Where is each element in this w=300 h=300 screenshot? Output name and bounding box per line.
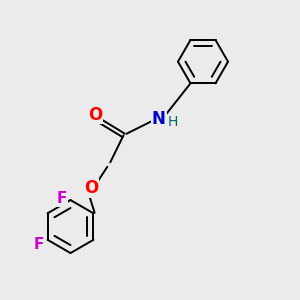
Text: O: O	[88, 106, 102, 124]
Text: H: H	[168, 115, 178, 129]
Text: F: F	[56, 191, 67, 206]
Text: N: N	[152, 110, 166, 128]
Text: F: F	[34, 237, 44, 252]
Text: O: O	[84, 179, 98, 197]
